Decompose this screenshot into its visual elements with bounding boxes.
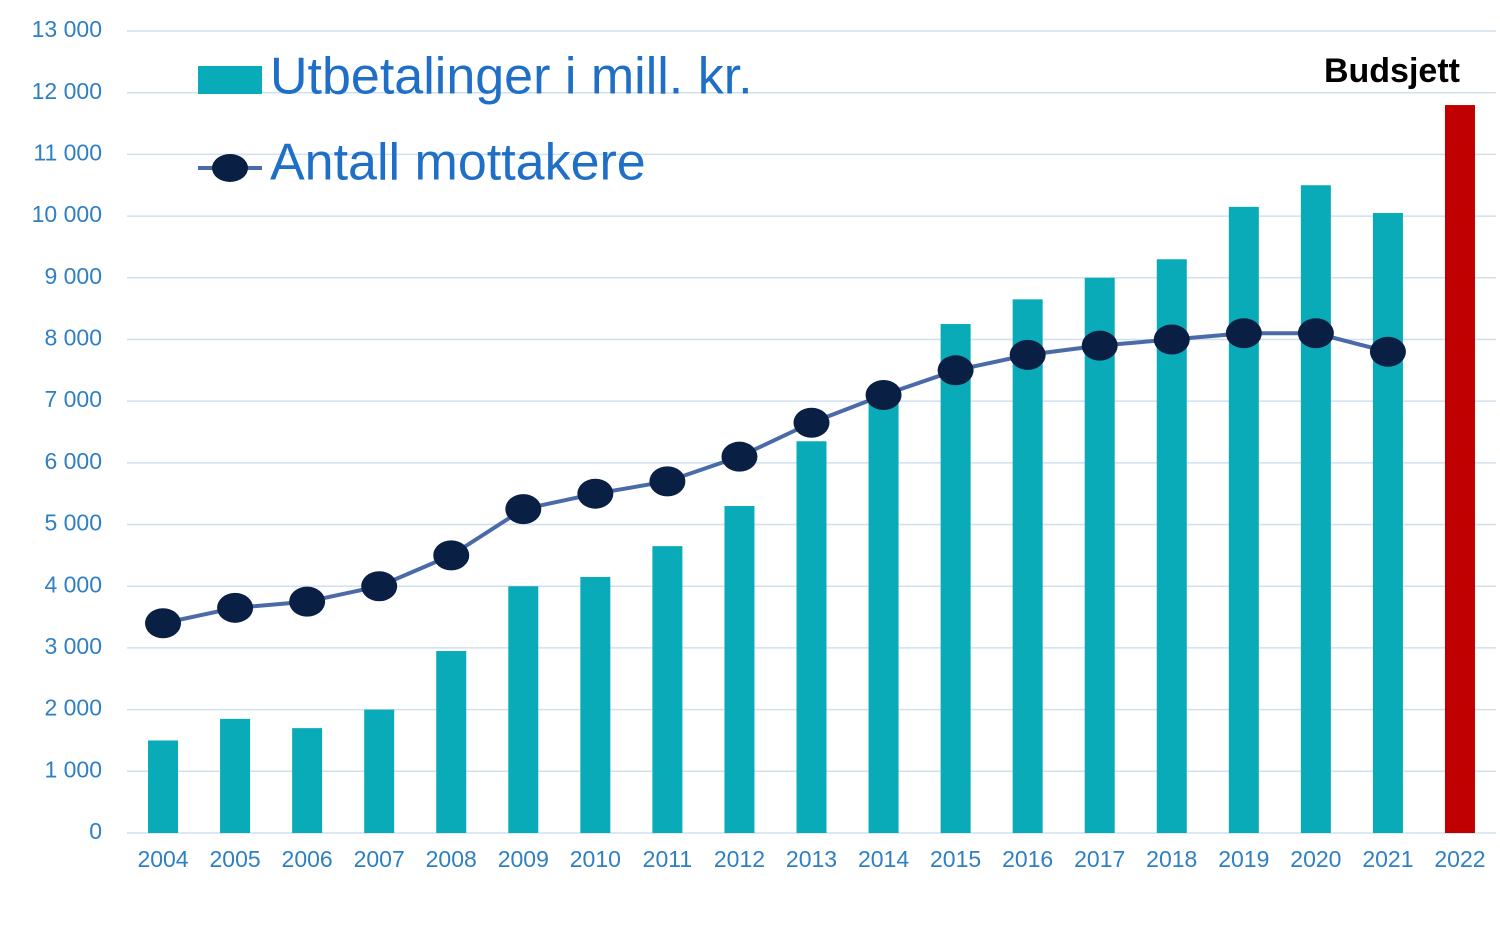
x-tick-label: 2006 [282, 846, 333, 872]
marker [577, 478, 614, 509]
x-tick-label: 2004 [137, 846, 188, 872]
y-tick-label: 0 [89, 818, 102, 844]
marker [1081, 330, 1118, 361]
bar [1156, 259, 1187, 833]
x-tick-label: 2017 [1074, 846, 1125, 872]
bar [868, 401, 899, 833]
bar [724, 506, 755, 833]
x-tick-label: 2008 [426, 846, 477, 872]
x-tick-label: 2018 [1146, 846, 1197, 872]
x-tick-label: 2009 [498, 846, 549, 872]
bar [1444, 105, 1475, 834]
marker [1009, 339, 1046, 370]
marker [361, 571, 398, 602]
x-tick-label: 2015 [930, 846, 981, 872]
bar [292, 728, 323, 833]
y-tick-label: 13 000 [32, 16, 102, 42]
marker [505, 494, 542, 525]
bar [1084, 277, 1115, 833]
marker [433, 540, 470, 571]
bar [1228, 206, 1259, 834]
marker [1369, 336, 1406, 367]
y-tick-label: 3 000 [44, 633, 102, 659]
bar [508, 586, 539, 833]
marker [289, 586, 326, 617]
x-tick-label: 2007 [354, 846, 405, 872]
x-tick-label: 2010 [570, 846, 621, 872]
bar [364, 709, 395, 833]
x-tick-label: 2016 [1002, 846, 1053, 872]
bar [1300, 185, 1331, 833]
bar [148, 740, 179, 833]
y-tick-label: 9 000 [44, 263, 102, 289]
bar [436, 651, 467, 833]
bar [220, 718, 251, 833]
annotation: Budsjett [1324, 52, 1460, 90]
bar [796, 441, 827, 833]
y-tick-label: 4 000 [44, 571, 102, 597]
x-tick-label: 2005 [209, 846, 260, 872]
bar [652, 546, 683, 833]
x-tick-label: 2014 [858, 846, 909, 872]
marker [721, 441, 758, 472]
x-tick-label: 2012 [714, 846, 765, 872]
marker [217, 592, 254, 623]
marker [145, 608, 182, 639]
x-tick-label: 2020 [1290, 846, 1341, 872]
legend-swatch [198, 66, 262, 94]
y-tick-label: 12 000 [32, 78, 102, 104]
bar [940, 324, 971, 833]
marker [865, 379, 902, 410]
y-tick-label: 6 000 [44, 448, 102, 474]
marker [793, 407, 830, 438]
y-tick-label: 7 000 [44, 386, 102, 412]
marker [1225, 318, 1262, 349]
bar [1372, 212, 1403, 833]
y-tick-label: 2 000 [44, 695, 102, 721]
x-tick-label: 2021 [1362, 846, 1413, 872]
legend-label: Utbetalinger i mill. kr. [270, 48, 753, 106]
y-tick-label: 8 000 [44, 325, 102, 351]
bar [580, 576, 611, 833]
x-tick-label: 2011 [643, 846, 692, 872]
y-tick-label: 11 000 [33, 139, 102, 165]
marker [649, 466, 686, 497]
marker [1153, 324, 1190, 355]
x-tick-label: 2013 [786, 846, 837, 872]
y-tick-label: 1 000 [44, 756, 102, 782]
marker [1297, 318, 1334, 349]
legend-marker [212, 154, 248, 182]
marker [937, 355, 974, 386]
legend-label: Antall mottakere [270, 134, 646, 192]
x-tick-label: 2022 [1434, 846, 1485, 872]
x-tick-label: 2019 [1218, 846, 1269, 872]
y-tick-label: 10 000 [32, 201, 102, 227]
y-tick-label: 5 000 [44, 510, 102, 536]
bar [1012, 299, 1043, 833]
